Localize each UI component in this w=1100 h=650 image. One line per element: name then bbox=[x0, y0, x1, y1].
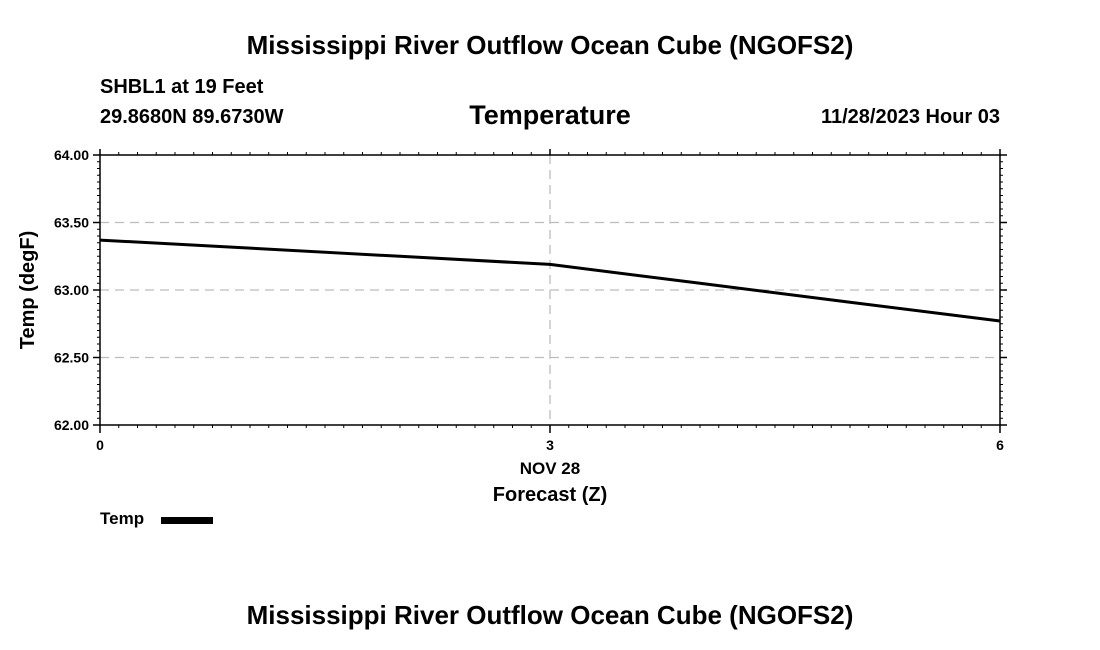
label-layer: 62.00 62.50 63.00 63.50 64.00 0 3 6 bbox=[54, 147, 1004, 453]
y-tick-label: 62.00 bbox=[54, 417, 89, 433]
station-coords: 29.8680N 89.6730W bbox=[100, 106, 284, 128]
legend-label: Temp bbox=[100, 509, 145, 528]
grid-layer bbox=[100, 155, 1000, 425]
chart-title: Temperature bbox=[469, 100, 631, 130]
series-layer bbox=[99, 238, 1001, 323]
station-name: SHBL1 at 19 Feet bbox=[100, 76, 264, 98]
legend-swatch bbox=[161, 517, 213, 524]
x-tick-label: 3 bbox=[546, 437, 554, 453]
x-tick-label: 6 bbox=[996, 437, 1004, 453]
x-axis-title: Forecast (Z) bbox=[493, 484, 607, 506]
y-tick-label: 64.00 bbox=[54, 147, 89, 163]
x-axis-date-label: NOV 28 bbox=[520, 459, 580, 478]
forecast-date: 11/28/2023 Hour 03 bbox=[820, 106, 1000, 128]
y-tick-label: 63.00 bbox=[54, 282, 89, 298]
x-tick-label: 0 bbox=[96, 437, 104, 453]
y-tick-label: 62.50 bbox=[54, 350, 89, 366]
temp-series-line bbox=[99, 238, 1001, 323]
y-tick-label: 63.50 bbox=[54, 215, 89, 231]
tick-layer bbox=[93, 149, 1007, 433]
main-title: Mississippi River Outflow Ocean Cube (NG… bbox=[246, 30, 854, 60]
y-axis-title: Temp (degF) bbox=[17, 231, 39, 350]
footer-title: Mississippi River Outflow Ocean Cube (NG… bbox=[246, 600, 854, 630]
